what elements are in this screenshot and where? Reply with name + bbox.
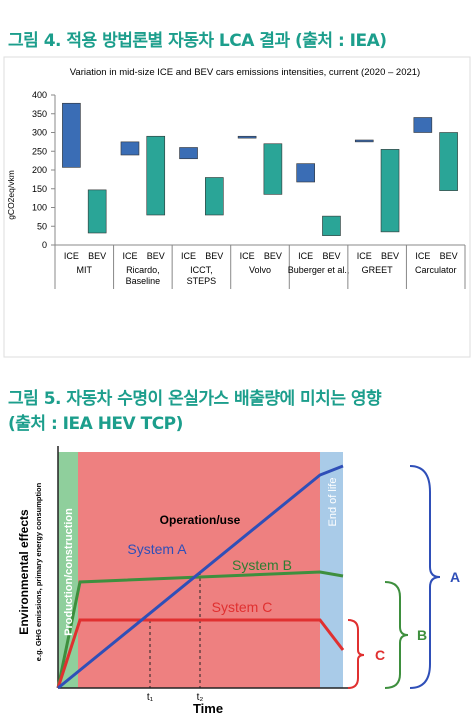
brace (409, 465, 441, 689)
bar (413, 117, 433, 133)
chart-frame (3, 56, 471, 358)
x-tick-label: Volvo (249, 265, 271, 275)
y-axis-sublabel: e.g. GHG emissions, primary energy consu… (34, 482, 43, 661)
series-label: ICE (181, 251, 196, 261)
series-label: BEV (440, 251, 458, 261)
y-axis-label: gCO2eq/vkm (6, 170, 16, 220)
series-label: BEV (147, 251, 165, 261)
system-b-line (56, 570, 344, 689)
caption: 그림 5. 자동차 수명이 온실가스 배출량에 미치는 영향 (8, 389, 382, 409)
caption: (출처 : IEA HEV TCP) (8, 414, 183, 434)
phase-label: Operation/use (160, 513, 241, 527)
y-axis-label: Environmental effects (17, 509, 31, 635)
time-label: t₁ (147, 692, 154, 703)
brace (384, 581, 409, 689)
bar (296, 163, 315, 183)
bar (120, 141, 140, 156)
series-label: ICE (240, 251, 255, 261)
series-label: ICE (357, 251, 372, 261)
bar (322, 215, 341, 236)
bar (179, 147, 198, 160)
bar (354, 139, 374, 143)
series-label: BEV (88, 251, 106, 261)
chart-title: Variation in mid-size ICE and BEV cars e… (70, 67, 420, 78)
series-label: ICE (298, 251, 313, 261)
diagram: Production/construction Operation/use En… (17, 446, 460, 716)
brace-label: C (375, 647, 385, 663)
y-tick-label: 50 (37, 221, 47, 231)
x-tick-label: MIT (77, 265, 93, 275)
phase-band (78, 452, 320, 688)
series-label: BEV (322, 251, 340, 261)
series-label: BEV (264, 251, 282, 261)
y-tick-label: 250 (32, 146, 47, 156)
y-tick-label: 100 (32, 203, 47, 213)
time-label: t₂ (197, 692, 204, 703)
phase-label: End of life (327, 478, 339, 527)
y-tick-label: 300 (32, 128, 47, 138)
series-label: ICE (122, 251, 137, 261)
caption: 그림 4. 적용 방법론별 자동차 LCA 결과 (출처 : IEA) (8, 31, 387, 51)
bar (439, 132, 458, 191)
y-tick-label: 350 (32, 109, 47, 119)
x-tick-label: Buberger et al., (288, 265, 350, 275)
system-label: System A (127, 541, 187, 557)
x-tick-label: Carculator (415, 265, 457, 275)
phase-label: Production/construction (63, 508, 75, 636)
x-tick-label: ICCT, STEPS (187, 265, 217, 286)
bar (263, 143, 283, 195)
y-tick-label: 400 (32, 90, 47, 100)
bar (87, 189, 107, 234)
system-a-line (57, 464, 344, 690)
x-axis-label: Time (193, 701, 223, 716)
brace (347, 619, 365, 689)
x-tick-label: Ricardo, Baseline (126, 265, 161, 286)
bar (62, 102, 81, 168)
brace-label: B (417, 627, 427, 643)
series-label: ICE (64, 251, 79, 261)
bar (146, 135, 166, 216)
y-tick-label: 200 (32, 165, 47, 175)
x-tick-label: GREET (362, 265, 394, 275)
system-c-line (56, 618, 345, 689)
series-label: BEV (381, 251, 399, 261)
system-label: System B (232, 557, 292, 573)
y-tick-label: 150 (32, 184, 47, 194)
bar (237, 135, 257, 139)
chart: Variation in mid-size ICE and BEV cars e… (3, 56, 471, 358)
series-label: BEV (205, 251, 223, 261)
series-label: ICE (415, 251, 430, 261)
bar (205, 177, 224, 216)
brace-label: A (450, 569, 460, 585)
system-label: System C (212, 599, 273, 615)
y-tick-label: 0 (42, 240, 47, 250)
bar (380, 149, 400, 233)
phase-band (58, 452, 78, 688)
